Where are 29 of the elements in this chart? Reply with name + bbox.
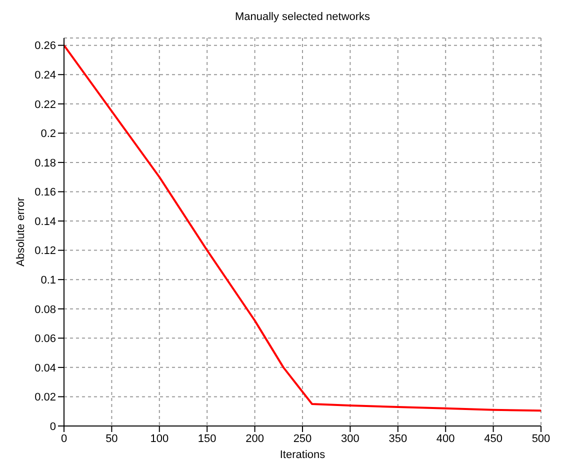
y-tick-label: 0.2 [40,128,56,140]
y-tick-label: 0.04 [34,362,56,374]
y-tick-label: 0.16 [34,186,56,199]
x-tick-label: 300 [341,432,360,445]
y-tick-label: 0.26 [34,40,56,52]
x-tick-label: 250 [293,432,312,445]
y-tick-label: 0.18 [34,157,56,170]
y-tick-label: 0.24 [34,70,56,82]
line-series [64,44,541,412]
y-tick-label: 0.1 [40,274,56,286]
x-tick-label: 0 [60,432,68,445]
x-tick-label: 500 [532,432,550,445]
x-tick-label: 100 [150,432,169,445]
y-tick-label: 0.22 [34,98,56,111]
x-tick-label: 400 [436,432,455,445]
y-tick-label: 0.06 [34,333,56,346]
y-axis-title: Absolute error [14,197,27,267]
x-tick-label: 350 [388,432,408,445]
y-tick-label: 0.02 [34,392,56,404]
x-axis-title: Iterations [280,449,326,461]
x-tick-label: 200 [246,432,264,445]
x-tick-label: 450 [484,432,502,445]
y-tick-label: 0 [50,420,56,433]
chart-title: Manually selected networks [234,10,372,25]
y-tick-label: 0.14 [34,216,56,228]
y-tick-label: 0.12 [34,245,56,258]
x-tick-label: 150 [198,432,216,445]
y-tick-label: 0.08 [34,304,56,316]
x-tick-label: 50 [106,432,118,445]
